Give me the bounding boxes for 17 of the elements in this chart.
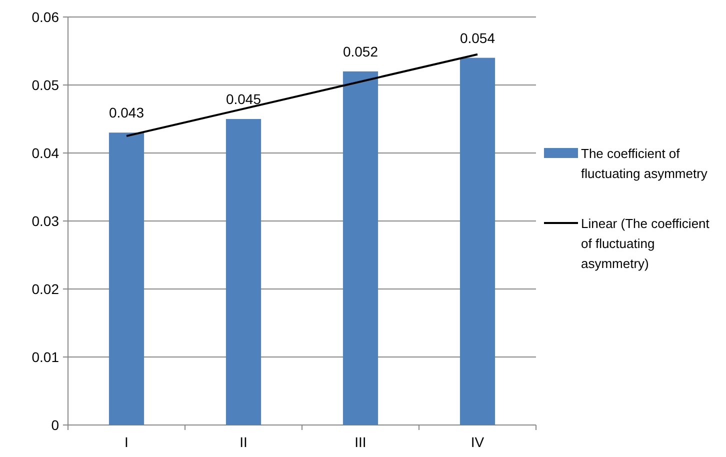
data-label: 0.054 <box>460 30 496 46</box>
data-label: 0.043 <box>108 104 144 121</box>
y-tick-label: 0.03 <box>32 213 60 229</box>
legend-label: The coefficient of fluctuating asymmetry <box>581 146 708 181</box>
legend-label: Linear (The coefficient of fluctuating asymmetry) <box>581 216 710 271</box>
data-label: 0.045 <box>226 91 262 107</box>
data-label: 0.052 <box>342 43 378 60</box>
y-tick-label: 0.04 <box>32 145 60 161</box>
x-tick-label: III <box>354 434 366 450</box>
y-tick-label: 0.01 <box>32 349 60 365</box>
x-tick-label: II <box>240 434 248 450</box>
x-tick-label: I <box>124 434 128 450</box>
y-tick-label: 0.05 <box>32 77 60 93</box>
y-tick-label: 0 <box>51 417 60 433</box>
x-tick-label: IV <box>470 434 485 450</box>
y-tick-label: 0.06 <box>32 9 60 25</box>
y-tick-label: 0.02 <box>32 281 60 297</box>
